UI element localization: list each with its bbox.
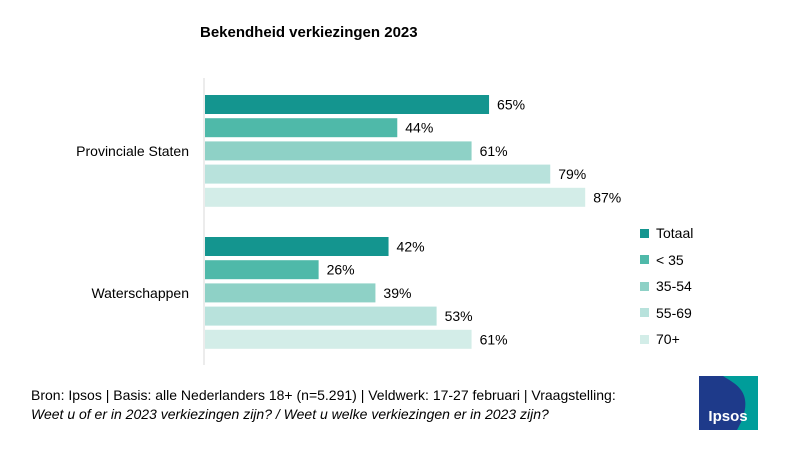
question-text: Weet u of er in 2023 verkiezingen zijn? … (31, 406, 549, 422)
data-label: 79% (558, 166, 586, 182)
logo-text: Ipsos (708, 408, 747, 425)
legend-label: 70+ (656, 331, 680, 348)
data-label: 42% (397, 239, 425, 255)
category-label: Waterschappen (91, 285, 189, 301)
bar (205, 260, 319, 280)
legend-swatch (640, 281, 649, 291)
bar (205, 329, 472, 349)
bar (205, 141, 472, 161)
legend-swatch (640, 334, 649, 344)
legend-label: < 35 (656, 251, 684, 268)
legend-item: 70+ (640, 326, 693, 353)
data-label: 39% (383, 285, 411, 301)
legend-item: 35-54 (640, 273, 693, 300)
legend-label: Totaal (656, 225, 694, 242)
legend: Totaal < 35 35-54 55-69 70+ (640, 220, 693, 353)
bar (205, 95, 490, 114)
legend-swatch (640, 228, 649, 238)
legend-swatch (640, 308, 649, 318)
legend-label: 55-69 (656, 304, 692, 321)
category-label: Provinciale Staten (76, 143, 189, 159)
bar (205, 118, 398, 138)
bar (205, 237, 389, 256)
data-label: 65% (497, 97, 525, 113)
legend-item: < 35 (640, 247, 693, 274)
legend-item: Totaal (640, 220, 693, 247)
legend-swatch (640, 255, 649, 265)
legend-item: 55-69 (640, 300, 693, 327)
data-label: 53% (445, 308, 473, 324)
data-label: 87% (593, 189, 621, 205)
bar (205, 164, 551, 184)
source-note: Bron: Ipsos | Basis: alle Nederlanders 1… (31, 387, 616, 403)
data-label: 44% (405, 120, 433, 136)
bar (205, 283, 376, 303)
bar (205, 187, 586, 207)
bar (205, 306, 437, 326)
data-label: 61% (480, 331, 508, 347)
ipsos-logo: Ipsos (699, 376, 758, 430)
data-label: 61% (480, 143, 508, 159)
chart-title: Bekendheid verkiezingen 2023 (200, 24, 418, 41)
data-label: 26% (327, 262, 355, 278)
footer: Bron: Ipsos | Basis: alle Nederlanders 1… (31, 386, 616, 424)
bar-chart: Provinciale Staten 65% 44% 61% 79% 87% Watersc… (76, 78, 621, 365)
legend-label: 35-54 (656, 278, 692, 295)
